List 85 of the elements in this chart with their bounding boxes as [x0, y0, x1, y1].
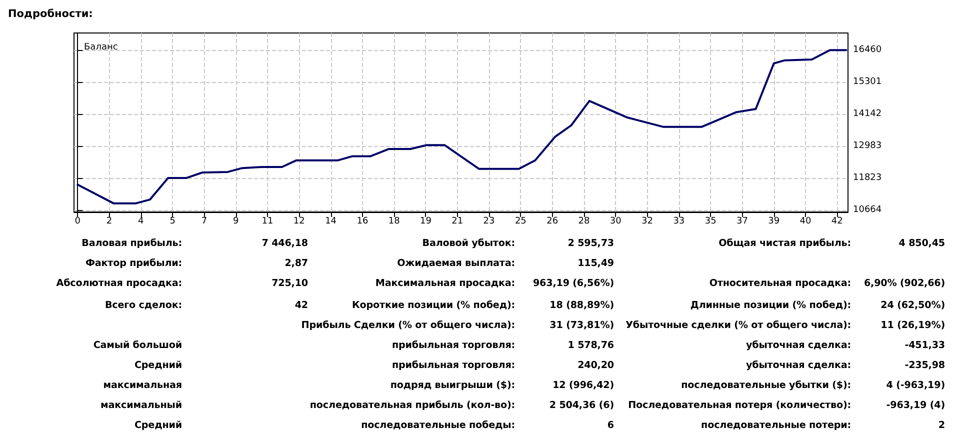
- x-tick-label: 4: [138, 216, 144, 226]
- text: Прибыль Сделки (% от общего числа):: [301, 320, 515, 331]
- x-tick-label: 12: [293, 216, 305, 226]
- y-tick-label: 10664: [853, 205, 882, 216]
- x-tick-label: 7: [201, 216, 208, 226]
- text: Относительная просадка:: [709, 278, 851, 289]
- x-tick-label: 37: [736, 216, 748, 226]
- text: 115,49: [578, 258, 614, 269]
- text: 725,10: [272, 278, 308, 289]
- text: максимальная: [103, 380, 182, 391]
- text: последовательные убытки ($):: [681, 380, 851, 391]
- text: 11 (26,19%): [880, 320, 945, 331]
- text: 31 (73,81%): [550, 320, 614, 331]
- x-tick-label: 33: [673, 216, 685, 226]
- y-tick-label: 16460: [853, 45, 882, 56]
- x-tick-label: 18: [388, 216, 400, 226]
- text: Всего сделок:: [104, 300, 182, 311]
- text: -963,19 (4): [886, 400, 945, 411]
- x-tick-label: 11: [262, 216, 274, 226]
- text: Максимальная просадка:: [375, 278, 515, 289]
- text: максимальный: [100, 400, 182, 411]
- text: Последовательная потеря (количество):: [628, 400, 851, 411]
- y-tick-label: 12983: [853, 141, 882, 152]
- text: 2 595,73: [568, 238, 614, 249]
- text: последовательные потери:: [701, 420, 851, 431]
- text: 4 850,45: [898, 238, 945, 249]
- x-tick-label: 5: [170, 216, 176, 226]
- text: Фактор прибыли:: [85, 258, 182, 269]
- text: убыточная сделка:: [746, 340, 851, 351]
- x-tick-label: 32: [642, 216, 653, 226]
- text: Общая чистая прибыль:: [718, 238, 851, 249]
- x-tick-label: 30: [610, 216, 622, 226]
- x-tick-label: 9: [232, 216, 239, 226]
- text: 18 (88,89%): [550, 300, 614, 311]
- text: Абсолютная просадка:: [56, 278, 182, 289]
- x-tick-label: 25: [514, 216, 526, 226]
- text: 42: [294, 300, 308, 311]
- text: Убыточные сделки (% от общего числа):: [626, 320, 851, 331]
- x-tick-label: 28: [578, 216, 590, 226]
- text: 6,90% (902,66): [864, 278, 945, 289]
- x-tick-label: 42: [831, 216, 843, 226]
- y-tick-label: 15301: [853, 77, 882, 88]
- x-tick-label: 39: [768, 216, 780, 226]
- text: -235,98: [904, 360, 945, 371]
- text: Средний: [134, 420, 182, 431]
- text: Ожидаемая выплата:: [397, 258, 515, 269]
- text: Длинные позиции (% побед):: [690, 300, 851, 311]
- text: -451,33: [904, 340, 945, 351]
- text: 4 (-963,19): [886, 380, 945, 391]
- x-tick-label: 26: [546, 216, 558, 226]
- text: 2 504,36 (6): [549, 400, 614, 411]
- text: 1 578,76: [568, 340, 614, 351]
- text: 7 446,18: [262, 238, 308, 249]
- text: Короткие позиции (% побед):: [352, 300, 515, 311]
- text: 2,87: [284, 258, 308, 269]
- x-tick-label: 14: [325, 216, 337, 226]
- x-tick-label: 35: [704, 216, 716, 226]
- text: Валовая прибыль:: [82, 238, 182, 249]
- text: 240,20: [578, 360, 614, 371]
- text: последовательные победы:: [361, 420, 515, 431]
- text: Средний: [134, 360, 182, 371]
- x-tick-label: 19: [420, 216, 432, 226]
- text: 2: [938, 420, 945, 431]
- text: последовательная прибыль (кол-во):: [310, 400, 515, 411]
- line-series: [76, 49, 848, 204]
- x-tick-label: 21: [452, 216, 464, 226]
- x-tick-label: 23: [483, 216, 495, 226]
- x-tick-label: 0: [74, 216, 81, 226]
- text: прибыльная торговля:: [392, 360, 515, 371]
- x-tick-label: 16: [356, 216, 368, 226]
- text: подряд выигрыши ($):: [390, 380, 515, 391]
- y-tick-label: 14142: [853, 109, 882, 120]
- text: 6: [607, 420, 614, 431]
- text: 963,19 (6,56%): [532, 278, 614, 289]
- text: 12 (996,42): [552, 380, 614, 391]
- text: Баланс: [84, 42, 118, 52]
- text: убыточная сделка:: [746, 360, 851, 371]
- x-tick-label: 2: [106, 216, 112, 226]
- chart-title: Подробности:: [8, 8, 93, 20]
- text: прибыльная торговля:: [392, 340, 515, 351]
- text: 24 (62,50%): [880, 300, 945, 311]
- y-tick-label: 11823: [853, 173, 882, 184]
- text: Самый большой: [93, 340, 182, 351]
- x-tick-label: 40: [800, 216, 812, 226]
- text: Валовой убыток:: [422, 238, 515, 249]
